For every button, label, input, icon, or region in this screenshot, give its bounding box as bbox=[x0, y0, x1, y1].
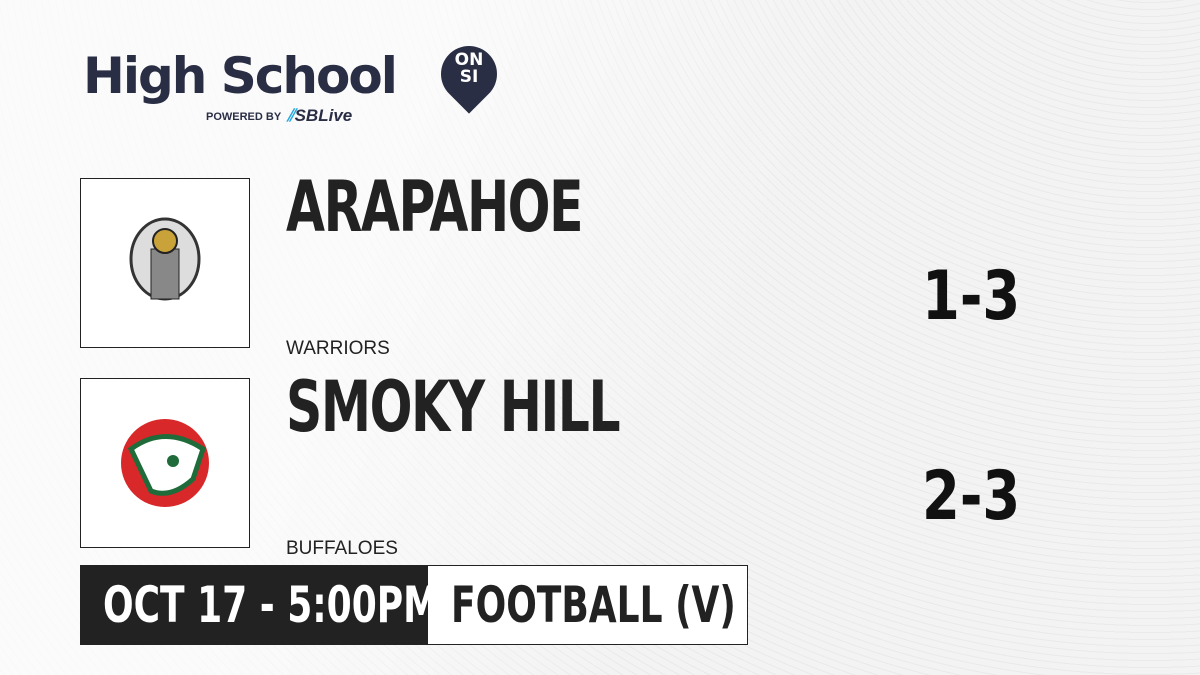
game-datetime: OCT 17 - 5:00PM bbox=[103, 576, 439, 634]
team-logo-arapahoe bbox=[80, 178, 250, 348]
badge-line-2: SI bbox=[459, 67, 479, 87]
game-info-bar: OCT 17 - 5:00PM FOOTBALL (V) bbox=[80, 565, 748, 645]
team-record: 2-3 bbox=[922, 457, 1021, 536]
team-record: 1-3 bbox=[922, 257, 1021, 336]
team-mascot: BUFFALOES bbox=[286, 538, 398, 559]
team-name: ARAPAHOE bbox=[286, 166, 584, 248]
partner-name: SBLive bbox=[294, 106, 353, 125]
team-mascot: WARRIORS bbox=[286, 338, 390, 359]
partner-logo: ⫽SBLive bbox=[287, 106, 352, 126]
buffalo-icon bbox=[121, 419, 209, 507]
game-sport: FOOTBALL (V) bbox=[451, 576, 736, 634]
team-name: SMOKY HILL bbox=[286, 366, 621, 448]
badge-line-1: ON bbox=[454, 50, 484, 70]
game-datetime-box: OCT 17 - 5:00PM bbox=[81, 566, 439, 644]
powered-by-label: POWERED BY bbox=[206, 111, 282, 123]
warrior-headdress-icon bbox=[129, 217, 201, 301]
brand-title: High School bbox=[83, 47, 398, 105]
team-logo-smoky-hill bbox=[80, 378, 250, 548]
partner-mark-icon: ⫽ bbox=[287, 106, 295, 125]
brand-badge: ON SI bbox=[441, 52, 497, 86]
